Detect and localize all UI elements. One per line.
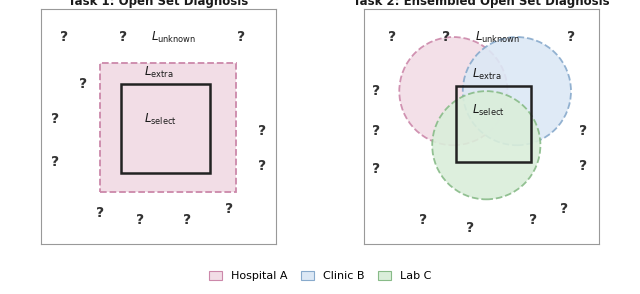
Text: ?: ?: [51, 155, 59, 169]
Title: Task 1: Open Set Diagnosis: Task 1: Open Set Diagnosis: [68, 0, 248, 8]
Text: ?: ?: [136, 213, 143, 228]
Text: ?: ?: [388, 30, 396, 44]
Text: ?: ?: [419, 213, 427, 228]
Bar: [456, 86, 531, 162]
Title: Task 2: Ensembled Open Set Diagnosis: Task 2: Ensembled Open Set Diagnosis: [353, 0, 610, 8]
Bar: [121, 84, 210, 173]
Text: ?: ?: [372, 124, 380, 138]
Text: ?: ?: [119, 30, 127, 44]
Circle shape: [399, 37, 508, 145]
Text: ?: ?: [237, 30, 244, 44]
Text: ?: ?: [529, 213, 538, 228]
Text: ?: ?: [95, 206, 104, 220]
Bar: [100, 63, 236, 192]
Text: ?: ?: [372, 162, 380, 176]
Text: $L_{\mathrm{unknown}}$: $L_{\mathrm{unknown}}$: [151, 29, 196, 45]
Circle shape: [432, 91, 540, 199]
Text: ?: ?: [579, 124, 587, 138]
Text: ?: ?: [258, 159, 266, 173]
Text: ?: ?: [225, 202, 233, 216]
Text: $L_{\mathrm{unknown}}$: $L_{\mathrm{unknown}}$: [474, 29, 520, 45]
Text: ?: ?: [560, 202, 568, 216]
Text: ?: ?: [372, 84, 380, 98]
Text: ?: ?: [182, 213, 191, 228]
Text: $L_{\mathrm{select}}$: $L_{\mathrm{select}}$: [145, 112, 177, 127]
Legend: Hospital A, Clinic B, Lab C: Hospital A, Clinic B, Lab C: [204, 266, 436, 285]
Text: ?: ?: [466, 220, 474, 235]
Text: ?: ?: [51, 112, 59, 126]
Text: ?: ?: [442, 30, 451, 44]
Text: $L_{\mathrm{extra}}$: $L_{\mathrm{extra}}$: [472, 67, 501, 82]
Text: ?: ?: [79, 77, 87, 91]
Circle shape: [463, 37, 571, 145]
Text: ?: ?: [258, 124, 266, 138]
Text: ?: ?: [60, 30, 68, 44]
Text: $L_{\mathrm{select}}$: $L_{\mathrm{select}}$: [472, 102, 505, 118]
Text: ?: ?: [579, 159, 587, 173]
Text: ?: ?: [567, 30, 575, 44]
Text: $L_{\mathrm{extra}}$: $L_{\mathrm{extra}}$: [143, 65, 173, 80]
